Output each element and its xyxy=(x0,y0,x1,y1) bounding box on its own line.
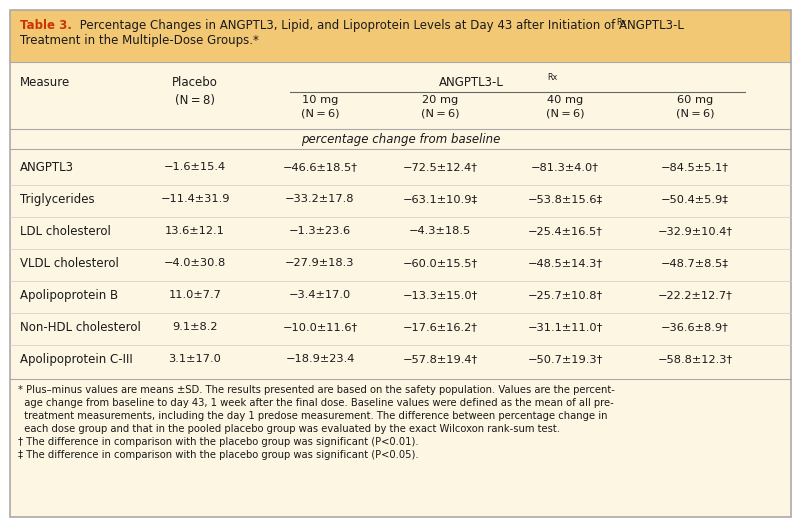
Text: −53.8±15.6‡: −53.8±15.6‡ xyxy=(527,194,602,204)
Text: percentage change from baseline: percentage change from baseline xyxy=(301,133,500,146)
Text: −36.6±8.9†: −36.6±8.9† xyxy=(661,323,729,333)
Text: Rx: Rx xyxy=(548,73,557,82)
Text: −84.5±5.1†: −84.5±5.1† xyxy=(661,162,729,172)
Text: 20 mg
(N = 6): 20 mg (N = 6) xyxy=(421,95,459,119)
Text: Rx: Rx xyxy=(616,18,626,27)
Text: −63.1±10.9‡: −63.1±10.9‡ xyxy=(402,194,477,204)
Text: −25.7±10.8†: −25.7±10.8† xyxy=(527,290,602,300)
Bar xyxy=(10,10,791,62)
Text: −81.3±4.0†: −81.3±4.0† xyxy=(531,162,599,172)
Text: Measure: Measure xyxy=(20,75,70,89)
Text: Treatment in the Multiple-Dose Groups.*: Treatment in the Multiple-Dose Groups.* xyxy=(20,34,259,47)
Text: −22.2±12.7†: −22.2±12.7† xyxy=(658,290,732,300)
Text: treatment measurements, including the day 1 predose measurement. The difference : treatment measurements, including the da… xyxy=(18,411,607,421)
Text: −4.3±18.5: −4.3±18.5 xyxy=(409,227,471,237)
Text: −33.2±17.8: −33.2±17.8 xyxy=(285,194,355,204)
Text: each dose group and that in the pooled placebo group was evaluated by the exact : each dose group and that in the pooled p… xyxy=(18,424,560,434)
Text: 40 mg
(N = 6): 40 mg (N = 6) xyxy=(545,95,584,119)
Text: −31.1±11.0†: −31.1±11.0† xyxy=(527,323,602,333)
Text: −3.4±17.0: −3.4±17.0 xyxy=(289,290,351,300)
Text: Triglycerides: Triglycerides xyxy=(20,193,95,206)
Text: −58.8±12.3†: −58.8±12.3† xyxy=(658,354,733,364)
Text: −50.4±5.9‡: −50.4±5.9‡ xyxy=(661,194,729,204)
Text: 60 mg
(N = 6): 60 mg (N = 6) xyxy=(676,95,714,119)
Text: Apolipoprotein B: Apolipoprotein B xyxy=(20,289,118,302)
Text: Apolipoprotein C-III: Apolipoprotein C-III xyxy=(20,353,133,366)
Text: −17.6±16.2†: −17.6±16.2† xyxy=(402,323,477,333)
Text: −25.4±16.5†: −25.4±16.5† xyxy=(528,227,602,237)
Text: −46.6±18.5†: −46.6±18.5† xyxy=(283,162,357,172)
Text: VLDL cholesterol: VLDL cholesterol xyxy=(20,257,119,270)
Text: −27.9±18.3: −27.9±18.3 xyxy=(285,258,355,268)
Text: −32.9±10.4†: −32.9±10.4† xyxy=(658,227,733,237)
Text: −4.0±30.8: −4.0±30.8 xyxy=(164,258,226,268)
Text: 13.6±12.1: 13.6±12.1 xyxy=(165,227,225,237)
Text: −50.7±19.3†: −50.7±19.3† xyxy=(527,354,602,364)
Text: −1.3±23.6: −1.3±23.6 xyxy=(289,227,351,237)
Text: −1.6±15.4: −1.6±15.4 xyxy=(164,162,226,172)
Text: −18.9±23.4: −18.9±23.4 xyxy=(285,354,355,364)
Text: −72.5±12.4†: −72.5±12.4† xyxy=(402,162,477,172)
Text: age change from baseline to day 43, 1 week after the final dose. Baseline values: age change from baseline to day 43, 1 we… xyxy=(18,398,614,408)
Text: 3.1±17.0: 3.1±17.0 xyxy=(168,354,221,364)
Text: Table 3.: Table 3. xyxy=(20,19,72,32)
Text: ‡ The difference in comparison with the placebo group was significant (P<0.05).: ‡ The difference in comparison with the … xyxy=(18,450,419,460)
Text: ANGPTL3: ANGPTL3 xyxy=(20,161,74,174)
Text: −10.0±11.6†: −10.0±11.6† xyxy=(283,323,357,333)
Text: 10 mg
(N = 6): 10 mg (N = 6) xyxy=(300,95,340,119)
Text: Placebo
(N = 8): Placebo (N = 8) xyxy=(172,76,218,107)
Text: −48.5±14.3†: −48.5±14.3† xyxy=(527,258,602,268)
Text: 11.0±7.7: 11.0±7.7 xyxy=(168,290,221,300)
Text: LDL cholesterol: LDL cholesterol xyxy=(20,225,111,238)
Bar xyxy=(10,62,791,517)
Text: −48.7±8.5‡: −48.7±8.5‡ xyxy=(661,258,729,268)
Text: Percentage Changes in ANGPTL3, Lipid, and Lipoprotein Levels at Day 43 after Ini: Percentage Changes in ANGPTL3, Lipid, an… xyxy=(76,19,684,32)
Text: 9.1±8.2: 9.1±8.2 xyxy=(172,323,218,333)
Text: † The difference in comparison with the placebo group was significant (P<0.01).: † The difference in comparison with the … xyxy=(18,437,419,447)
Text: −60.0±15.5†: −60.0±15.5† xyxy=(402,258,477,268)
Text: −57.8±19.4†: −57.8±19.4† xyxy=(402,354,477,364)
Text: −13.3±15.0†: −13.3±15.0† xyxy=(402,290,477,300)
Text: * Plus–minus values are means ±SD. The results presented are based on the safety: * Plus–minus values are means ±SD. The r… xyxy=(18,385,615,395)
Text: ANGPTL3-L: ANGPTL3-L xyxy=(439,76,504,89)
Text: Non-HDL cholesterol: Non-HDL cholesterol xyxy=(20,321,141,334)
Text: −11.4±31.9: −11.4±31.9 xyxy=(160,194,230,204)
